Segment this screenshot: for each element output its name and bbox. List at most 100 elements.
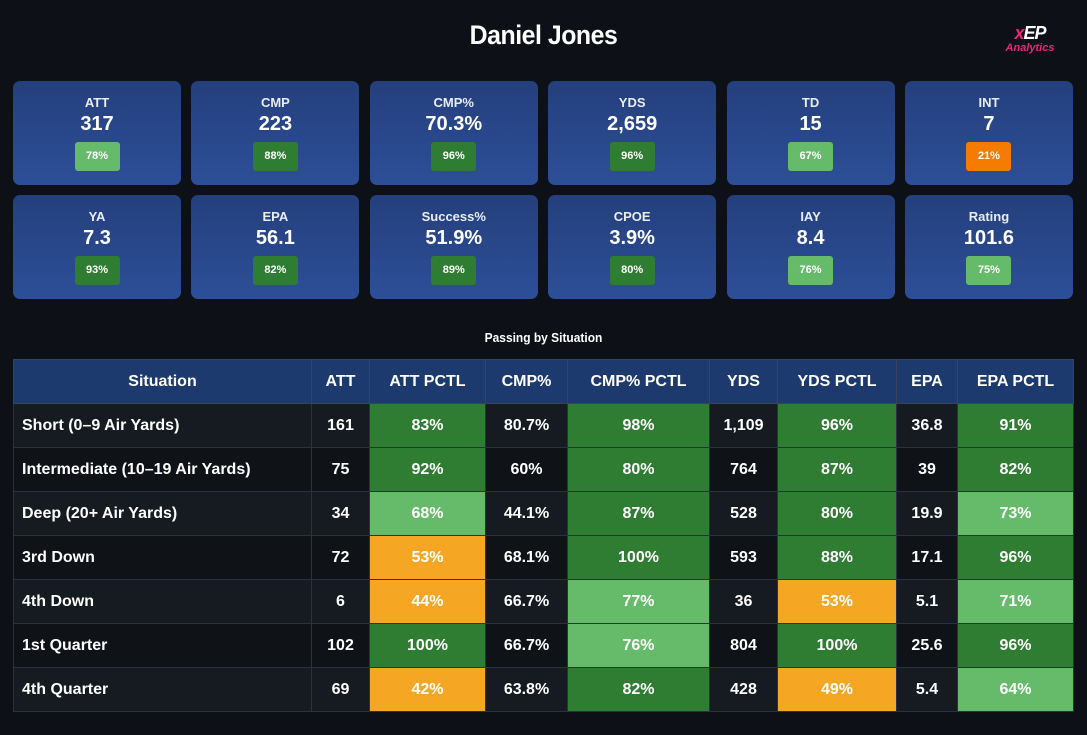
cell-epa: 19.9	[896, 491, 958, 536]
situation-table: Situation ATT ATT PCTL CMP% CMP% PCTL YDS YDS …	[13, 359, 1074, 712]
stat-card-success: Success% 51.9% 89%	[369, 195, 538, 299]
column-header-epa-pctl: EPA PCTL	[957, 359, 1074, 404]
stat-card-label: ATT	[84, 95, 110, 110]
percentile-badge: 89%	[431, 256, 477, 285]
cell-att-pctl: 53%	[369, 535, 486, 580]
stat-card-value: 7.3	[83, 227, 111, 249]
stat-cards-grid: ATT 317 78% CMP 223 88% CMP% 70.3% 96% YDS 2,659 96…	[13, 81, 1073, 299]
percentile-badge: 67%	[788, 142, 834, 171]
cell-att: 161	[311, 403, 370, 448]
stat-card-value: 15	[799, 113, 822, 135]
cell-yds: 36	[709, 579, 778, 624]
cell-cmp-pctl: 80%	[567, 447, 710, 492]
stat-card-label: Rating	[968, 209, 1010, 224]
cell-yds-pctl: 49%	[777, 667, 897, 712]
percentile-badge: 78%	[74, 142, 120, 171]
situation-name-cell: 1st Quarter	[13, 623, 312, 668]
percentile-badge: 82%	[252, 256, 298, 285]
stat-card-label: Success%	[421, 209, 486, 224]
stat-card-value: 101.6	[963, 227, 1014, 249]
column-header-epa: EPA	[896, 359, 958, 404]
cell-yds-pctl: 88%	[777, 535, 897, 580]
cell-epa: 25.6	[896, 623, 958, 668]
stat-card-rating: Rating 101.6 75%	[904, 195, 1073, 299]
cell-yds-pctl: 80%	[777, 491, 897, 536]
page-title: Daniel Jones	[469, 20, 618, 50]
cell-att: 69	[311, 667, 370, 712]
logo-subtitle: Analytics	[1005, 42, 1055, 54]
cell-yds-pctl: 53%	[777, 579, 897, 624]
cell-cmp: 66.7%	[485, 579, 568, 624]
cell-yds: 528	[709, 491, 778, 536]
stat-card-att: ATT 317 78%	[13, 81, 181, 185]
cell-att: 34	[311, 491, 370, 536]
cell-att: 6	[311, 579, 370, 624]
stat-card-ya: YA 7.3 93%	[13, 195, 181, 299]
cell-epa: 36.8	[896, 403, 958, 448]
stat-card-label: INT	[978, 95, 1000, 110]
stat-card-label: CPOE	[613, 209, 651, 224]
cell-cmp: 60%	[485, 447, 568, 492]
logo-mark: xEP	[1000, 24, 1060, 42]
stat-card-value: 317	[80, 113, 114, 135]
percentile-badge: 76%	[788, 256, 834, 285]
situation-name-cell: 4th Down	[13, 579, 312, 624]
situation-name-cell: 4th Quarter	[13, 667, 312, 712]
cell-yds: 764	[709, 447, 778, 492]
table-row: 3rd Down 72 53% 68.1% 100% 593 88% 17.1 96%	[13, 535, 1074, 580]
logo-mark-rest: EP	[1023, 23, 1047, 43]
column-header-yds-pctl: YDS PCTL	[777, 359, 897, 404]
column-header-yds: YDS	[709, 359, 778, 404]
percentile-badge: 93%	[74, 256, 120, 285]
stat-card-label: TD	[801, 95, 820, 110]
percentile-badge: 88%	[252, 142, 298, 171]
stat-card-cmp: CMP% 70.3% 96%	[369, 81, 538, 185]
cell-cmp-pctl: 77%	[567, 579, 710, 624]
situation-name-cell: Deep (20+ Air Yards)	[13, 491, 312, 536]
stat-card-cpoe: CPOE 3.9% 80%	[548, 195, 717, 299]
stat-card-label: EPA	[262, 209, 289, 224]
stat-card-label: CMP	[260, 95, 290, 110]
cell-cmp: 66.7%	[485, 623, 568, 668]
cell-yds-pctl: 100%	[777, 623, 897, 668]
table-row: 1st Quarter 102 100% 66.7% 76% 804 100% 25.6 96%	[13, 623, 1074, 668]
cell-epa-pctl: 71%	[957, 579, 1074, 624]
cell-epa-pctl: 96%	[957, 535, 1074, 580]
logo-mark-x: x	[1014, 23, 1024, 43]
stat-card-epa: EPA 56.1 82%	[191, 195, 360, 299]
cell-cmp: 80.7%	[485, 403, 568, 448]
cell-yds: 1,109	[709, 403, 778, 448]
cell-epa-pctl: 82%	[957, 447, 1074, 492]
stat-card-value: 56.1	[255, 227, 295, 249]
cell-cmp-pctl: 98%	[567, 403, 710, 448]
cell-cmp-pctl: 82%	[567, 667, 710, 712]
cell-cmp: 63.8%	[485, 667, 568, 712]
stat-card-yds: YDS 2,659 96%	[548, 81, 717, 185]
cell-epa-pctl: 73%	[957, 491, 1074, 536]
situation-name-cell: Short (0–9 Air Yards)	[13, 403, 312, 448]
cell-cmp-pctl: 100%	[567, 535, 710, 580]
cell-att-pctl: 100%	[369, 623, 486, 668]
xep-analytics-logo: xEP Analytics	[1000, 24, 1060, 54]
cell-epa: 5.1	[896, 579, 958, 624]
table-row: Short (0–9 Air Yards) 161 83% 80.7% 98% 1,109…	[13, 403, 1074, 448]
cell-cmp-pctl: 76%	[567, 623, 710, 668]
cell-yds-pctl: 87%	[777, 447, 897, 492]
stat-card-value: 8.4	[796, 227, 825, 249]
percentile-badge: 21%	[966, 142, 1012, 171]
table-row: Intermediate (10–19 Air Yards) 75 92% 60% 80…	[13, 447, 1074, 492]
cell-epa-pctl: 96%	[957, 623, 1074, 668]
percentile-badge: 75%	[966, 256, 1012, 285]
cell-cmp: 68.1%	[485, 535, 568, 580]
table-row: 4th Quarter 69 42% 63.8% 82% 428 49% 5.4 64%	[13, 667, 1074, 712]
cell-yds: 428	[709, 667, 778, 712]
cell-yds: 804	[709, 623, 778, 668]
cell-epa-pctl: 64%	[957, 667, 1074, 712]
cell-epa-pctl: 91%	[957, 403, 1074, 448]
percentile-badge: 96%	[609, 142, 655, 171]
cell-att: 75	[311, 447, 370, 492]
stat-card-cmp: CMP 223 88%	[191, 81, 360, 185]
column-header-cmp-pctl: CMP% PCTL	[567, 359, 710, 404]
situation-name-cell: Intermediate (10–19 Air Yards)	[13, 447, 312, 492]
